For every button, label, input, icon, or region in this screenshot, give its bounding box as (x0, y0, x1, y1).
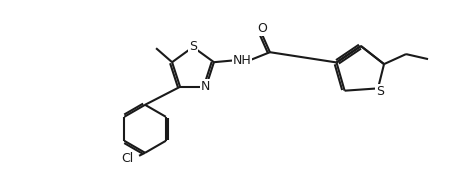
Text: O: O (257, 22, 266, 35)
Text: S: S (375, 85, 383, 98)
Text: NH: NH (232, 54, 251, 67)
Text: Cl: Cl (121, 152, 133, 165)
Text: S: S (188, 40, 197, 54)
Text: N: N (201, 80, 210, 93)
